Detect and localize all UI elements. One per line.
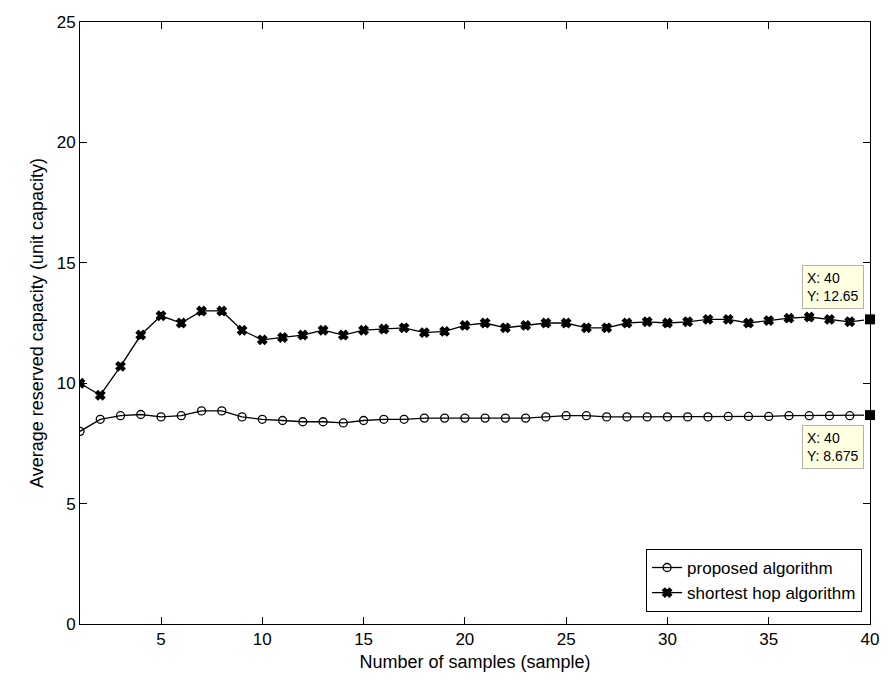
svg-text:25: 25: [557, 630, 576, 649]
svg-text:20: 20: [57, 133, 76, 152]
svg-text:40: 40: [861, 630, 880, 649]
svg-text:30: 30: [658, 630, 677, 649]
svg-text:shortest hop algorithm: shortest hop algorithm: [687, 584, 855, 603]
svg-text:0: 0: [66, 615, 75, 634]
svg-text:10: 10: [57, 374, 76, 393]
svg-text:proposed algorithm: proposed algorithm: [687, 559, 833, 578]
svg-text:5: 5: [156, 630, 165, 649]
svg-text:5: 5: [66, 495, 75, 514]
svg-text:15: 15: [57, 254, 76, 273]
svg-text:10: 10: [253, 630, 272, 649]
svg-text:Average reserved capacity (uni: Average reserved capacity (unit capacity…: [27, 158, 47, 488]
svg-text:25: 25: [57, 13, 76, 32]
svg-text:35: 35: [759, 630, 778, 649]
svg-text:15: 15: [354, 630, 373, 649]
svg-text:X: 40Y: 8.675: X: 40Y: 8.675: [807, 430, 859, 464]
svg-text:20: 20: [455, 630, 474, 649]
svg-text:X: 40Y: 12.65: X: 40Y: 12.65: [807, 270, 859, 304]
svg-text:Number of samples (sample): Number of samples (sample): [359, 652, 590, 672]
